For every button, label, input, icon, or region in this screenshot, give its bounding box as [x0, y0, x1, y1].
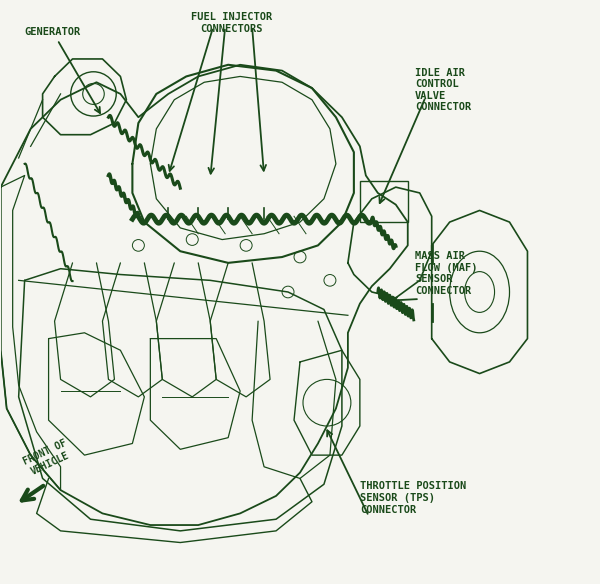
Text: FUEL INJECTOR
CONNECTORS: FUEL INJECTOR CONNECTORS — [191, 12, 272, 34]
Text: MASS AIR
FLOW (MAF)
SENSOR
CONNECTOR: MASS AIR FLOW (MAF) SENSOR CONNECTOR — [415, 251, 478, 296]
Text: IDLE AIR
CONTROL
VALVE
CONNECTOR: IDLE AIR CONTROL VALVE CONNECTOR — [415, 68, 471, 113]
Text: THROTTLE POSITION
SENSOR (TPS)
CONNECTOR: THROTTLE POSITION SENSOR (TPS) CONNECTOR — [360, 481, 466, 515]
Text: GENERATOR: GENERATOR — [25, 27, 100, 113]
Text: FRONT OF
VEHICLE: FRONT OF VEHICLE — [22, 439, 73, 478]
